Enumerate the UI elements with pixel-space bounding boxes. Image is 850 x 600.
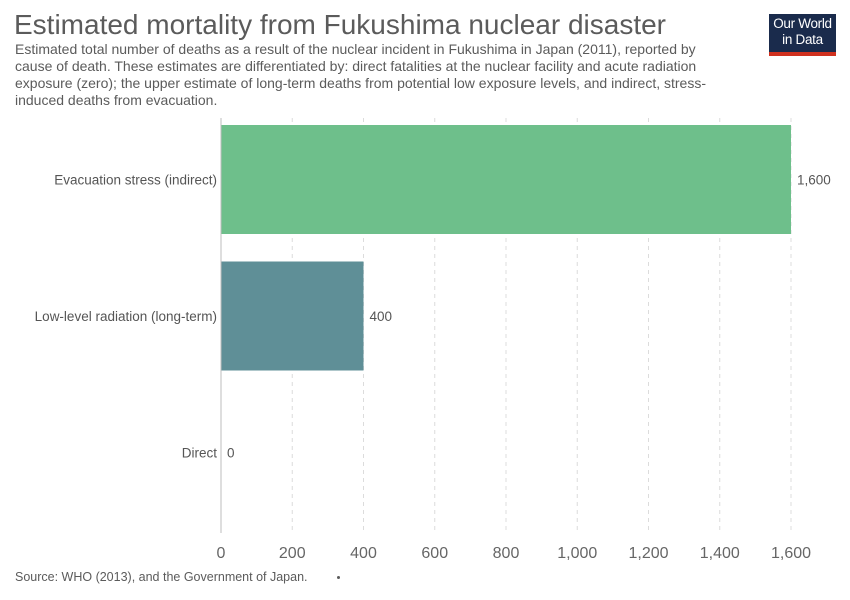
value-label: 1,600 <box>797 173 831 188</box>
gridlines <box>291 118 792 533</box>
source-note: Source: WHO (2013), and the Government o… <box>15 570 308 584</box>
chart-title: Estimated mortality from Fukushima nucle… <box>14 9 666 40</box>
bars <box>221 125 791 371</box>
logo-line-1: Our World <box>773 16 832 31</box>
x-tick-label: 1,600 <box>771 545 811 562</box>
x-tick-label: 200 <box>279 545 306 562</box>
x-tick-label: 800 <box>493 545 520 562</box>
value-label: 400 <box>370 309 393 324</box>
value-labels: 1,600 400 0 <box>227 173 831 461</box>
category-labels: Evacuation stress (indirect) Low-level ra… <box>35 173 218 461</box>
bar[interactable] <box>221 125 791 234</box>
x-axis-ticks: 0 200 400 600 800 1,000 1,200 1,400 1,600 <box>217 545 812 562</box>
x-tick-label: 1,200 <box>628 545 668 562</box>
logo-line-2: in Data <box>782 32 823 47</box>
bar[interactable] <box>221 261 364 371</box>
x-tick-label: 1,000 <box>557 545 597 562</box>
x-tick-label: 1,400 <box>700 545 740 562</box>
x-tick-label: 600 <box>421 545 448 562</box>
owid-logo[interactable]: Our World in Data <box>769 14 836 56</box>
value-label: 0 <box>227 446 235 461</box>
category-label: Direct <box>182 446 218 461</box>
x-tick-label: 400 <box>350 545 377 562</box>
category-label: Low-level radiation (long-term) <box>35 309 217 324</box>
chart-subtitle: Estimated total number of deaths as a re… <box>15 41 706 108</box>
x-tick-label: 0 <box>217 545 226 562</box>
source-separator-dot <box>337 576 340 579</box>
category-label: Evacuation stress (indirect) <box>54 173 217 188</box>
